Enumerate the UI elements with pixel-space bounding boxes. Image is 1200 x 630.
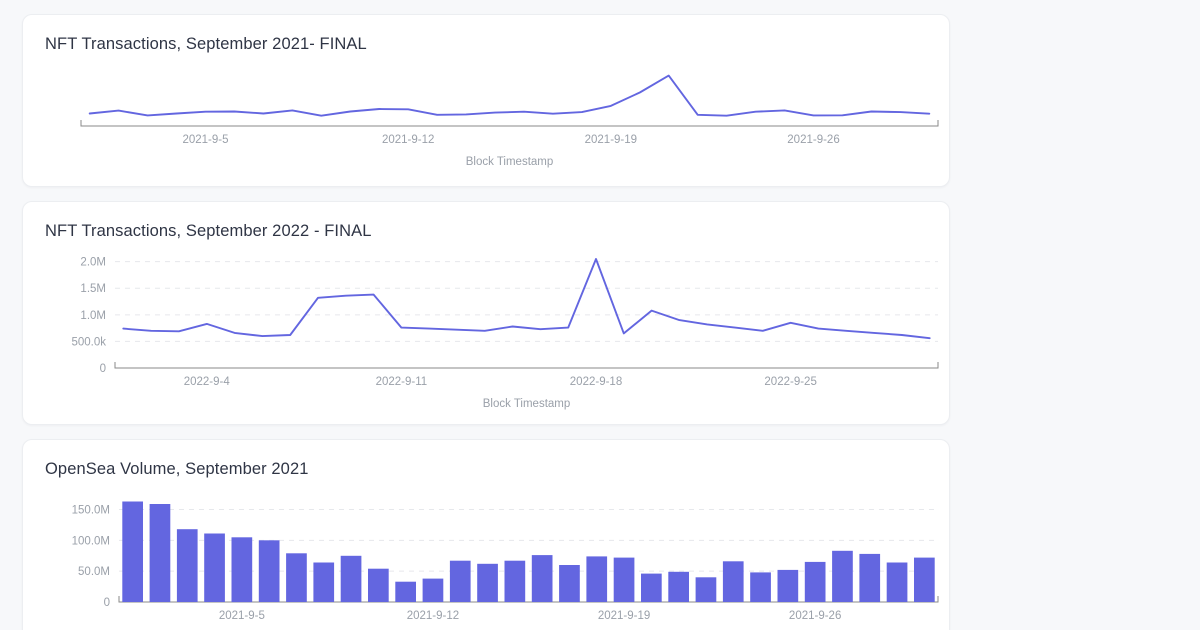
x-axis-title: Block Timestamp: [466, 156, 554, 168]
y-tick-label: 0: [100, 363, 106, 375]
x-tick-label: 2022-9-18: [570, 376, 622, 388]
bar: [368, 568, 389, 602]
y-tick-label: 50.0M: [78, 566, 110, 578]
bar: [340, 555, 362, 603]
series-line: [88, 74, 931, 117]
bar: [750, 572, 771, 602]
chart-title-3: OpenSea Volume, September 2021: [45, 460, 309, 478]
x-axis-line: [80, 120, 939, 127]
x-tick-label: 2022-9-25: [764, 376, 816, 388]
bar: [832, 550, 853, 602]
bar: [477, 563, 498, 602]
bar: [258, 540, 280, 602]
chart-card-opensea-volume-2021[interactable]: OpenSea Volume, September 2021 0 50.0M 100…: [22, 439, 950, 630]
bar: [722, 561, 744, 602]
bar: [504, 560, 526, 602]
bar: [641, 573, 662, 602]
chart-card-nft-transactions-2021[interactable]: NFT Transactions, September 2021- FINAL …: [22, 14, 950, 187]
x-axis-line: [118, 596, 939, 603]
bar: [176, 529, 198, 602]
y-tick-label: 500.0k: [71, 336, 106, 348]
x-tick-label: 2021-9-19: [585, 134, 637, 146]
line-chart-2022[interactable]: 0 500.0k 1.0M 1.5M 2.0M 2022-9-4 2022-9-11 2022…: [23, 241, 950, 416]
chart-plot-area-1[interactable]: 2021-9-5 2021-9-12 2021-9-19 2021-9-26 Block…: [23, 54, 950, 174]
bar: [859, 553, 881, 602]
bar: [886, 562, 908, 602]
x-tick-label: 2021-9-26: [787, 134, 839, 146]
x-axis-line: [114, 362, 939, 369]
bar: [204, 533, 225, 602]
bar-chart-opensea[interactable]: 0 50.0M 100.0M 150.0M 2021-9-5 2021-9-12 2021-…: [23, 479, 950, 630]
bar: [804, 561, 826, 602]
bar: [586, 556, 608, 602]
x-tick-label: 2021-9-26: [789, 610, 841, 622]
y-tick-label: 100.0M: [72, 535, 110, 547]
x-tick-label: 2021-9-5: [182, 134, 228, 146]
x-tick-label: 2022-9-11: [376, 376, 428, 388]
y-tick-label: 1.0M: [80, 310, 106, 322]
bar: [777, 569, 799, 602]
bar: [531, 555, 553, 602]
bar: [286, 553, 307, 602]
bar: [914, 557, 935, 602]
bar: [422, 578, 444, 602]
bar: [395, 581, 416, 602]
bar: [449, 560, 471, 602]
chart-title-1: NFT Transactions, September 2021- FINAL: [45, 35, 367, 53]
x-tick-label: 2021-9-12: [407, 610, 459, 622]
x-axis-title: Block Timestamp: [483, 398, 571, 410]
bar: [149, 504, 171, 602]
bar: [613, 557, 635, 602]
bar: [231, 537, 253, 603]
y-tick-label: 150.0M: [72, 505, 110, 517]
bar: [668, 571, 689, 602]
x-tick-label: 2021-9-12: [382, 134, 434, 146]
bar: [559, 565, 580, 602]
y-tick-label: 1.5M: [80, 283, 106, 295]
x-tick-label: 2021-9-5: [219, 610, 265, 622]
x-tick-label: 2021-9-19: [598, 610, 650, 622]
y-tick-label: 2.0M: [80, 257, 106, 269]
series-line: [122, 258, 931, 340]
chart-title-2: NFT Transactions, September 2022 - FINAL: [45, 222, 372, 240]
chart-plot-area-2[interactable]: 0 500.0k 1.0M 1.5M 2.0M 2022-9-4 2022-9-11 2022…: [23, 241, 950, 416]
bar: [122, 501, 143, 602]
chart-plot-area-3[interactable]: 0 50.0M 100.0M 150.0M 2021-9-5 2021-9-12 2021-…: [23, 479, 950, 630]
bar: [695, 577, 717, 602]
x-tick-label: 2022-9-4: [184, 376, 231, 388]
y-tick-label: 0: [104, 597, 110, 609]
bar: [313, 562, 335, 602]
line-chart-2021[interactable]: 2021-9-5 2021-9-12 2021-9-19 2021-9-26 Block…: [23, 54, 950, 174]
chart-card-nft-transactions-2022[interactable]: NFT Transactions, September 2022 - FINAL…: [22, 201, 950, 425]
